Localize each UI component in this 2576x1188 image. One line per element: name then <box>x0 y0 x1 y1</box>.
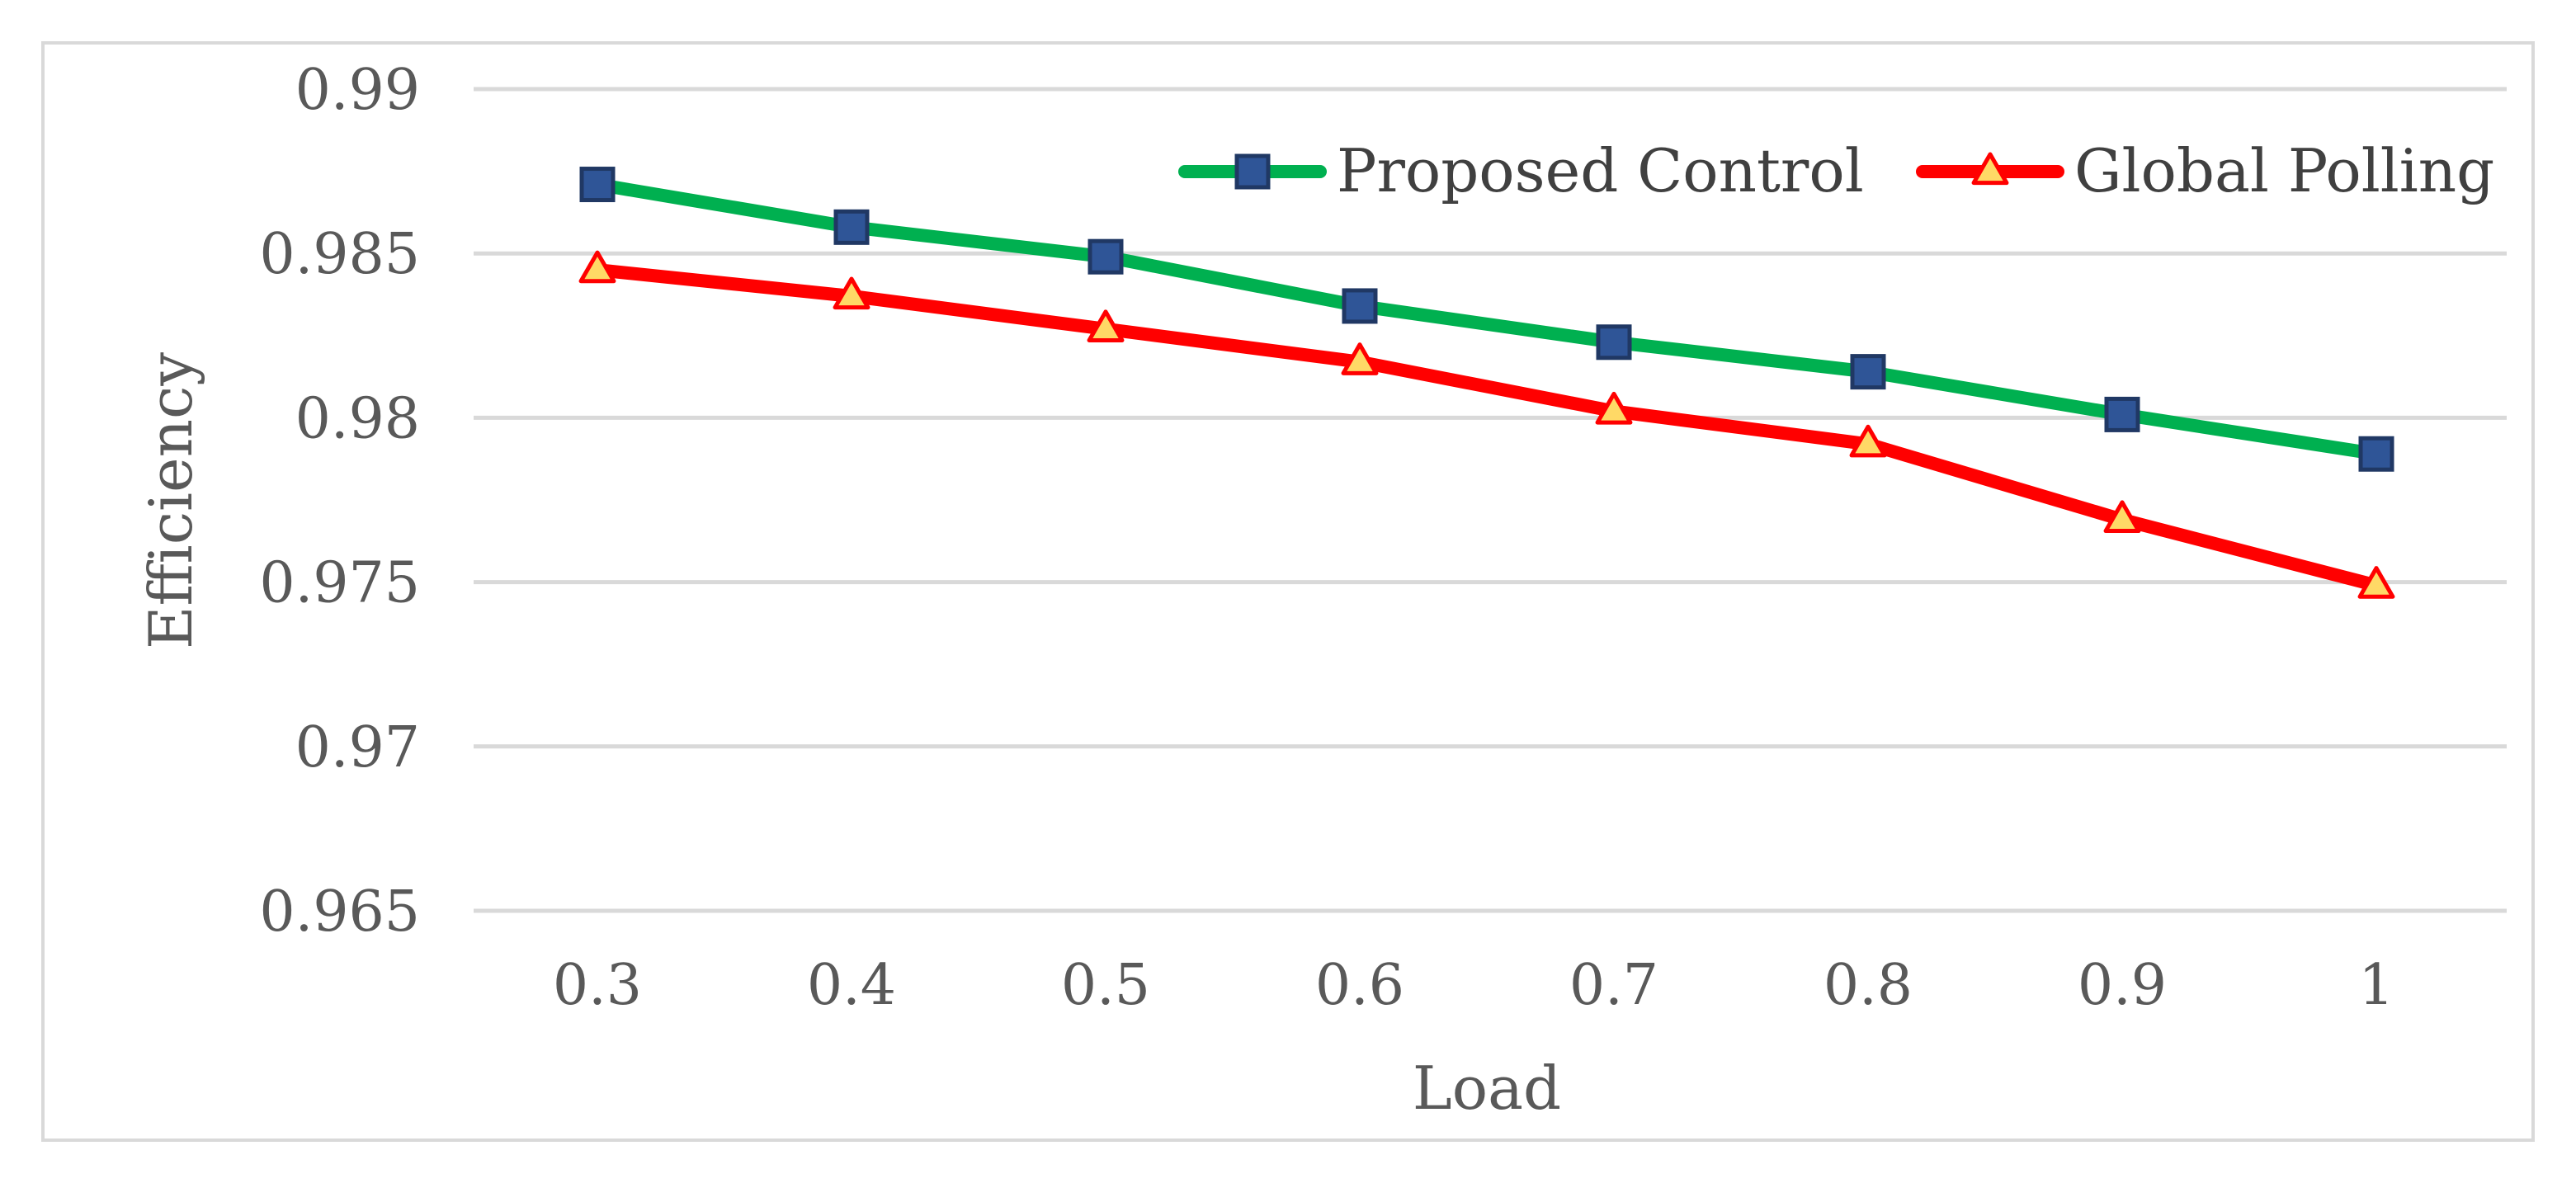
series-global-polling <box>578 250 2395 599</box>
x-tick-label: 0.7 <box>1569 953 1658 1018</box>
x-axis-title: Load <box>1413 1054 1561 1123</box>
legend: Proposed Control Global Polling <box>1178 136 2494 205</box>
x-tick-label: 0.5 <box>1061 953 1150 1018</box>
y-tick-label: 0.985 <box>259 222 420 287</box>
triangle-data-point <box>1341 342 1379 375</box>
square-data-point <box>1596 324 1632 361</box>
legend-square-marker <box>1234 153 1271 190</box>
x-tick-label: 0.6 <box>1315 953 1404 1018</box>
y-tick-label: 0.97 <box>295 715 420 780</box>
triangle-data-point <box>578 250 616 284</box>
series <box>578 167 2395 599</box>
square-data-point <box>1850 354 1886 390</box>
legend-label: Global Polling <box>2074 136 2494 205</box>
triangle-data-point <box>2357 566 2395 599</box>
square-data-point <box>2358 436 2394 472</box>
square-data-point <box>1087 238 1124 275</box>
triangle-data-point <box>2103 500 2141 534</box>
efficiency-line-chart: 0.99 0.985 0.98 0.975 0.97 0.965 0.3 0.4 0.5 0.6… <box>136 58 2507 1123</box>
y-tick-label: 0.975 <box>259 551 420 616</box>
legend-item: Proposed Control <box>1178 136 1864 205</box>
x-tick-label: 0.3 <box>553 953 642 1018</box>
y-axis-title: Efficiency <box>136 352 205 649</box>
series-proposed-control <box>579 167 2394 472</box>
series-line <box>591 177 2383 461</box>
y-tick-label: 0.965 <box>259 879 420 945</box>
gridlines <box>474 87 2507 913</box>
legend-label: Proposed Control <box>1337 136 1864 205</box>
x-axis-ticks: 0.3 0.4 0.5 0.6 0.7 0.8 0.9 1 <box>553 953 2394 1018</box>
legend-item: Global Polling <box>1916 136 2494 205</box>
square-data-point <box>1342 288 1378 324</box>
square-data-point <box>833 209 870 245</box>
chart-frame: 0.99 0.985 0.98 0.975 0.97 0.965 0.3 0.4 0.5 0.6… <box>41 41 2535 1142</box>
x-tick-label: 1 <box>2358 953 2394 1018</box>
x-tick-label: 0.9 <box>2078 953 2167 1018</box>
triangle-data-point <box>1087 309 1125 342</box>
square-data-point <box>579 167 616 203</box>
y-tick-label: 0.98 <box>295 386 420 451</box>
y-tick-label: 0.99 <box>295 58 420 123</box>
legend-triangle-marker <box>1971 152 2009 186</box>
y-axis-ticks: 0.99 0.985 0.98 0.975 0.97 0.965 <box>259 58 420 945</box>
triangle-data-point <box>833 276 870 310</box>
x-tick-label: 0.8 <box>1823 953 1913 1018</box>
triangle-data-point <box>1849 424 1887 458</box>
x-tick-label: 0.4 <box>807 953 896 1018</box>
square-data-point <box>2104 396 2140 432</box>
triangle-data-point <box>1595 391 1633 425</box>
series-line <box>591 263 2383 592</box>
